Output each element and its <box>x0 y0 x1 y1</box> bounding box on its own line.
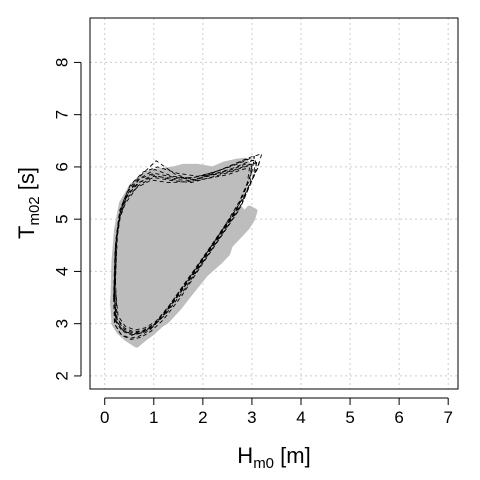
y-tick-label-4: 4 <box>53 267 72 276</box>
plot-frame <box>89 17 459 390</box>
series-line-7 <box>114 159 257 336</box>
y-tick-label-5: 5 <box>53 214 72 223</box>
y-axis-label-unit: [s] <box>14 167 39 196</box>
y-axis-label-sub: m02 <box>26 196 43 225</box>
y-axis-label-main: T <box>14 226 39 239</box>
band-layer <box>110 157 258 348</box>
y-tick-label-8: 8 <box>53 58 72 67</box>
y-axis: 2 3 4 5 6 7 8 <box>53 58 82 381</box>
x-tick-label-3: 3 <box>247 408 256 427</box>
y-axis-label: Tm02 [s] <box>14 167 43 239</box>
series-layer <box>113 153 263 340</box>
y-tick-label-6: 6 <box>53 162 72 171</box>
x-axis-label-sub: m0 <box>253 455 274 472</box>
x-axis: 0 1 2 3 4 5 6 7 <box>100 397 453 427</box>
x-axis-label: Hm0 [m] <box>237 443 310 472</box>
x-tick-label-6: 6 <box>394 408 403 427</box>
series-line-5 <box>113 161 260 333</box>
y-tick-label-2: 2 <box>53 371 72 380</box>
x-tick-label-0: 0 <box>100 408 109 427</box>
envelope-band <box>110 157 258 348</box>
x-axis-label-unit: [m] <box>274 443 311 468</box>
y-tick-label-7: 7 <box>53 110 72 119</box>
x-tick-label-7: 7 <box>443 408 452 427</box>
x-axis-label-main: H <box>237 443 253 468</box>
x-tick-label-4: 4 <box>296 408 305 427</box>
x-tick-label-2: 2 <box>198 408 207 427</box>
x-tick-label-5: 5 <box>345 408 354 427</box>
series-line-4 <box>114 156 255 335</box>
y-tick-label-3: 3 <box>53 319 72 328</box>
x-tick-label-1: 1 <box>149 408 158 427</box>
series-line-3 <box>113 167 250 339</box>
series-line-6 <box>114 153 263 331</box>
series-line-8 <box>113 165 253 340</box>
